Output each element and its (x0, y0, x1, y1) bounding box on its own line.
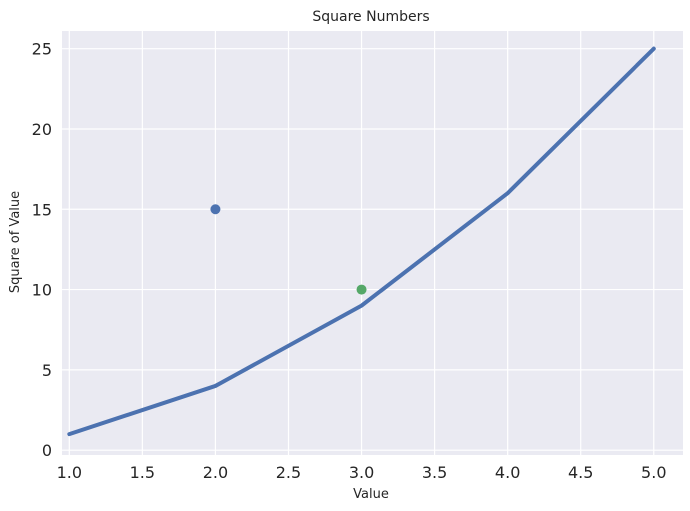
plot-area (62, 31, 683, 455)
y-tick-label: 20 (32, 120, 52, 139)
y-tick-label: 15 (32, 200, 52, 219)
x-tick-label: 2.0 (203, 463, 228, 482)
y-tick-label: 10 (32, 281, 52, 300)
x-axis-label: Value (353, 487, 389, 502)
chart-title: Square Numbers (312, 9, 429, 25)
x-tick-label: 1.5 (130, 463, 155, 482)
x-tick-label: 4.0 (495, 463, 520, 482)
y-axis-label: Square of Value (8, 191, 23, 293)
scatter-point (210, 204, 221, 215)
y-tick-labels: 0 5 10 15 20 25 (32, 40, 52, 461)
grid-lines (62, 31, 683, 455)
x-tick-label: 3.5 (422, 463, 447, 482)
scatter-point (356, 284, 367, 295)
y-tick-label: 5 (42, 361, 52, 380)
x-tick-label: 4.5 (568, 463, 593, 482)
x-tick-label: 2.5 (276, 463, 301, 482)
x-tick-labels: 1.0 1.5 2.0 2.5 3.0 3.5 4.0 4.5 5.0 (57, 463, 667, 482)
x-tick-label: 1.0 (57, 463, 82, 482)
y-tick-label: 0 (42, 441, 52, 460)
data-series (67, 46, 656, 437)
x-tick-label: 5.0 (641, 463, 666, 482)
line-series (67, 46, 656, 437)
x-tick-label: 3.0 (349, 463, 374, 482)
y-tick-label: 25 (32, 40, 52, 59)
